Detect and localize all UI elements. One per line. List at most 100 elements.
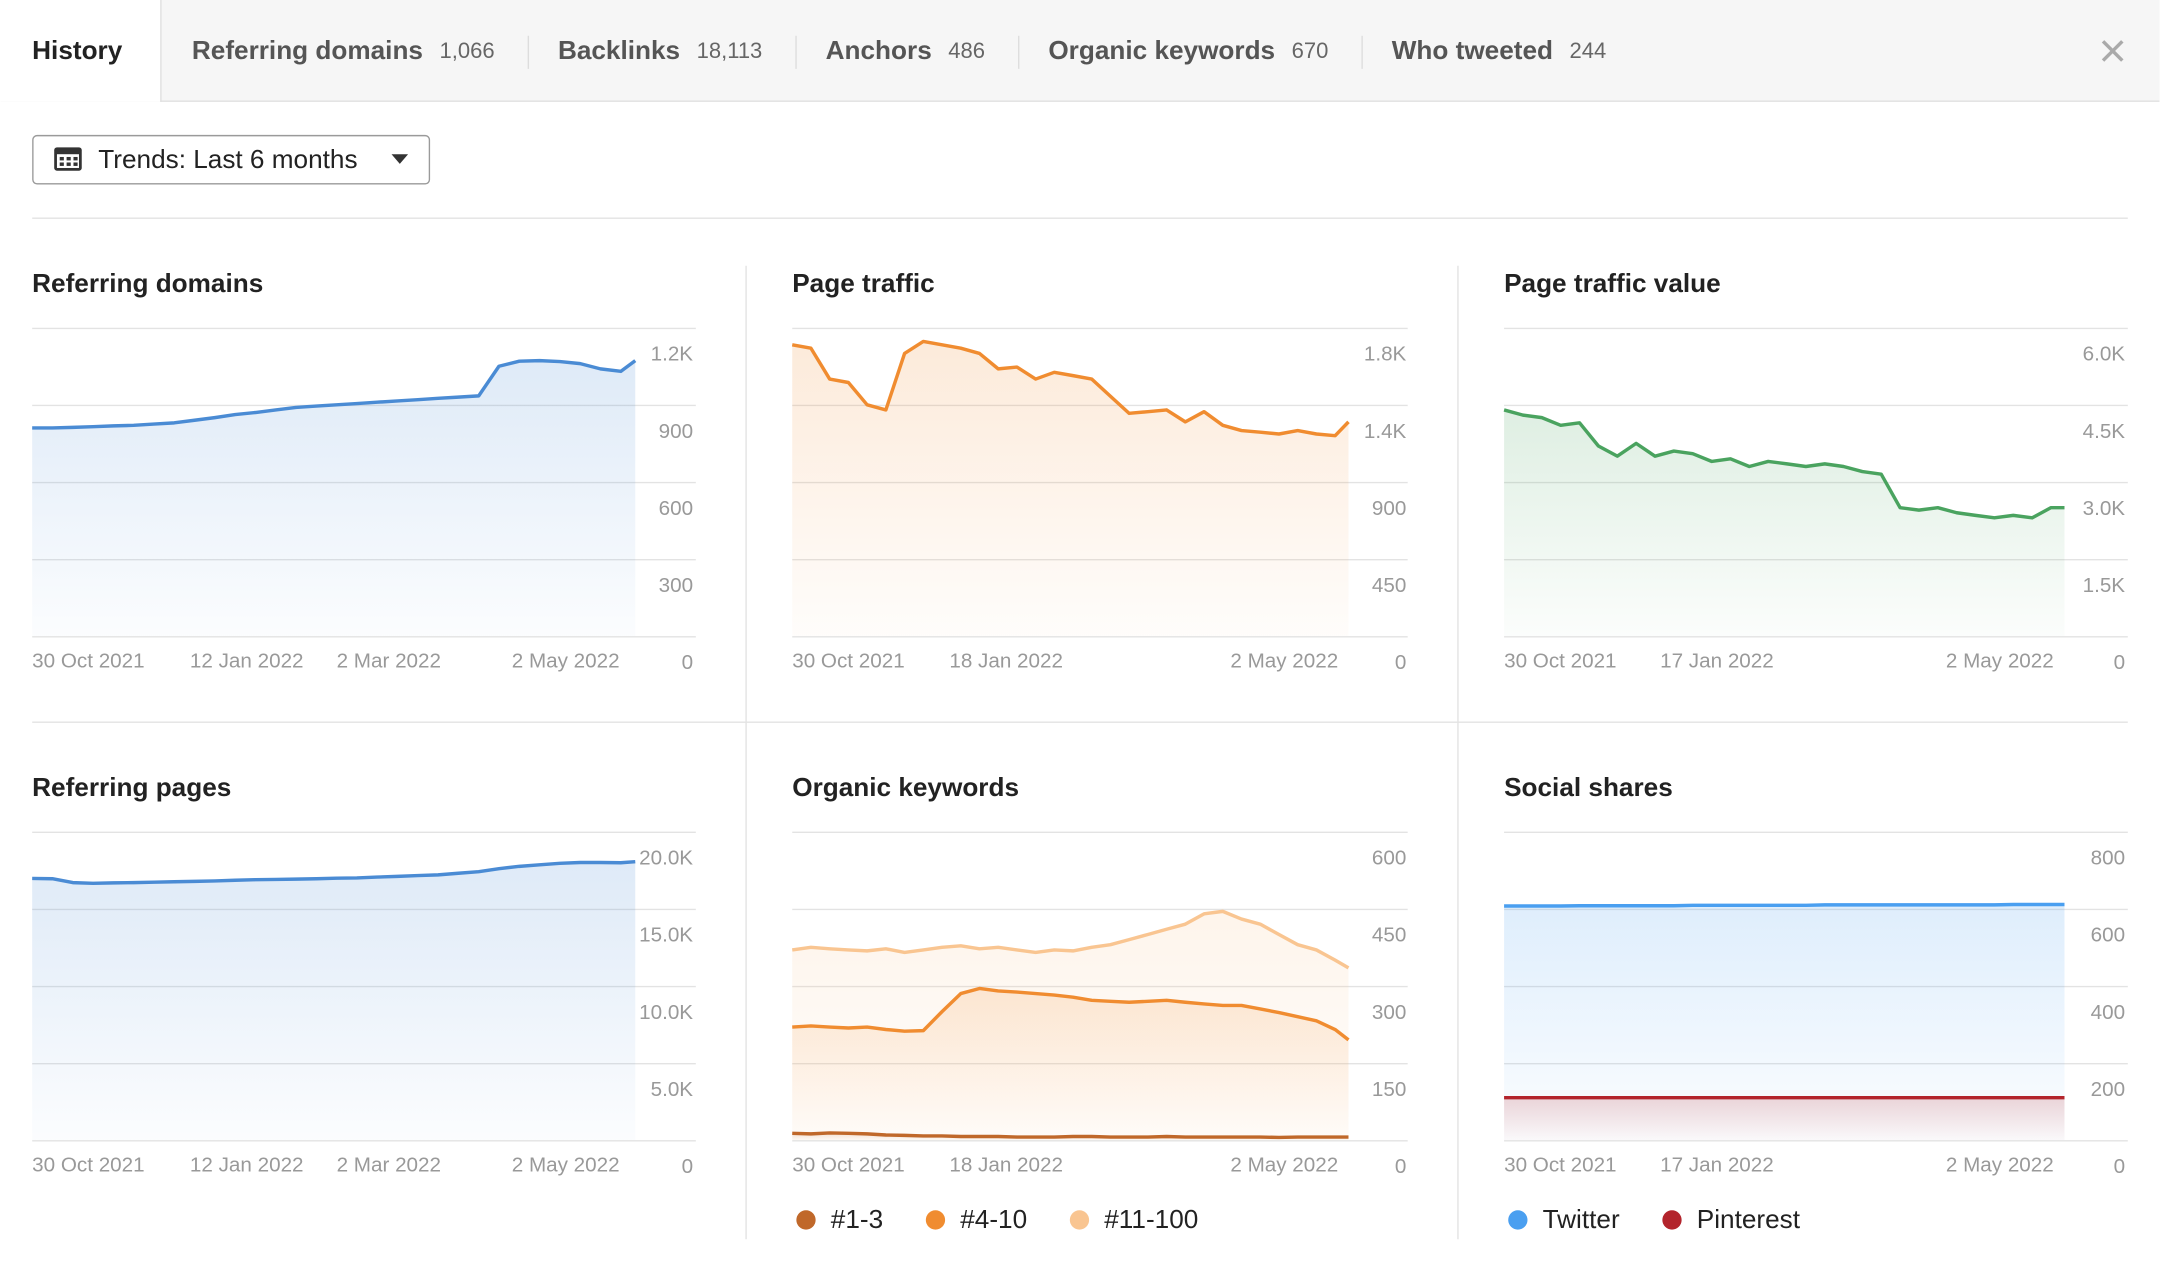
x-tick-label: 2 Mar 2022 (337, 1154, 441, 1177)
y-tick-label: 15.0K (639, 924, 693, 947)
legend-swatch (1069, 1210, 1090, 1230)
area (1504, 1097, 2065, 1141)
line (792, 1131, 1349, 1140)
y-tick-label: 4.5K (2083, 420, 2126, 443)
legend-label: #1-3 (831, 1204, 883, 1234)
y-tick-label: 0 (682, 651, 693, 674)
area (792, 341, 1349, 637)
chart-title: Referring domains (32, 268, 263, 298)
chart-title: Organic keywords (792, 772, 1019, 802)
line (791, 339, 1350, 438)
x-tick-label: 2 May 2022 (1230, 1154, 1338, 1177)
y-tick-label: 450 (1372, 924, 1406, 947)
y-tick-label: 300 (659, 574, 693, 597)
y-tick-label: 300 (1372, 1001, 1406, 1024)
y-tick-label: 1.5K (2083, 574, 2126, 597)
y-tick-label: 400 (2091, 1001, 2125, 1024)
y-tick-label: 1.8K (1364, 343, 1407, 366)
chart-title: Referring pages (32, 772, 231, 802)
legend-swatch (796, 1210, 816, 1230)
area (1504, 409, 2065, 637)
legend-swatch (925, 1210, 946, 1230)
line (32, 859, 636, 886)
legend-label: Pinterest (1697, 1204, 1801, 1234)
y-tick-label: 3.0K (2083, 497, 2126, 520)
x-tick-label: 2 May 2022 (1946, 1154, 2054, 1177)
y-tick-label: 800 (2091, 847, 2125, 870)
y-tick-label: 600 (1372, 847, 1406, 870)
tab-label[interactable]: Anchors (826, 35, 932, 65)
y-tick-label: 150 (1372, 1078, 1406, 1101)
y-tick-label: 900 (659, 420, 693, 443)
chart-title: Page traffic value (1504, 268, 1721, 298)
tab-count: 18,113 (697, 38, 763, 63)
y-tick-label: 0 (1395, 651, 1406, 674)
x-tick-label: 30 Oct 2021 (1504, 650, 1616, 673)
y-tick-label: 200 (2091, 1078, 2125, 1101)
line (32, 358, 637, 430)
tab-count: 244 (1570, 38, 1607, 63)
x-tick-label: 30 Oct 2021 (32, 650, 144, 673)
y-tick-label: 5.0K (651, 1078, 694, 1101)
y-tick-label: 1.4K (1364, 420, 1407, 443)
calendar-icon (54, 147, 82, 171)
x-tick-label: 12 Jan 2022 (190, 1154, 304, 1177)
legend-label: #4-10 (960, 1204, 1027, 1234)
y-tick-label: 1.2K (651, 343, 694, 366)
y-tick-label: 600 (659, 497, 693, 520)
tab-label[interactable]: Who tweeted (1392, 35, 1553, 65)
y-tick-label: 0 (682, 1155, 693, 1178)
x-tick-label: 18 Jan 2022 (949, 1154, 1063, 1177)
y-tick-label: 0 (2114, 651, 2125, 674)
legend-swatch (1662, 1210, 1682, 1230)
legend-label: Twitter (1543, 1204, 1620, 1234)
trends-label: Trends: Last 6 months (98, 144, 357, 174)
area (32, 861, 636, 1141)
line (1504, 902, 2065, 908)
y-tick-label: 0 (1395, 1155, 1406, 1178)
y-tick-label: 0 (2114, 1155, 2125, 1178)
x-tick-label: 30 Oct 2021 (792, 1154, 904, 1177)
y-tick-label: 600 (2091, 924, 2125, 947)
tab-label[interactable]: Organic keywords (1048, 35, 1275, 65)
y-tick-label: 6.0K (2083, 343, 2126, 366)
close-icon[interactable] (2101, 40, 2124, 62)
line (792, 986, 1350, 1042)
x-tick-label: 2 May 2022 (1230, 650, 1338, 673)
tab-count: 1,066 (440, 38, 495, 63)
line (1503, 408, 2065, 520)
tab-label[interactable]: Referring domains (192, 35, 423, 65)
legend-label: #11-100 (1104, 1204, 1198, 1234)
x-tick-label: 30 Oct 2021 (1504, 1154, 1616, 1177)
tab-bar (0, 0, 2160, 101)
x-tick-label: 18 Jan 2022 (949, 650, 1063, 673)
active-tab[interactable] (0, 0, 161, 102)
x-tick-label: 2 May 2022 (512, 650, 620, 673)
tab-label[interactable]: History (32, 35, 123, 65)
area (792, 911, 1349, 1141)
x-tick-label: 17 Jan 2022 (1660, 650, 1774, 673)
y-tick-label: 900 (1372, 497, 1406, 520)
area (32, 360, 636, 637)
tab-label[interactable]: Backlinks (558, 35, 680, 65)
dropdown-arrow (391, 154, 409, 164)
area (1504, 904, 2065, 1141)
tab-count: 486 (948, 38, 985, 63)
y-tick-label: 450 (1372, 574, 1406, 597)
x-tick-label: 17 Jan 2022 (1660, 1154, 1774, 1177)
trends-button[interactable]: Trends: Last 6 months (32, 134, 431, 185)
x-tick-label: 2 May 2022 (1946, 650, 2054, 673)
tab-count: 670 (1292, 38, 1329, 63)
y-tick-label: 20.0K (639, 847, 693, 870)
x-tick-label: 30 Oct 2021 (32, 1154, 144, 1177)
legend-swatch (1508, 1210, 1528, 1230)
x-tick-label: 12 Jan 2022 (190, 650, 304, 673)
chart-title: Social shares (1504, 772, 1673, 802)
y-tick-label: 10.0K (639, 1001, 693, 1024)
x-tick-label: 2 Mar 2022 (337, 650, 441, 673)
chart-title: Page traffic (792, 268, 934, 298)
line (791, 909, 1350, 970)
x-tick-label: 2 May 2022 (512, 1154, 620, 1177)
